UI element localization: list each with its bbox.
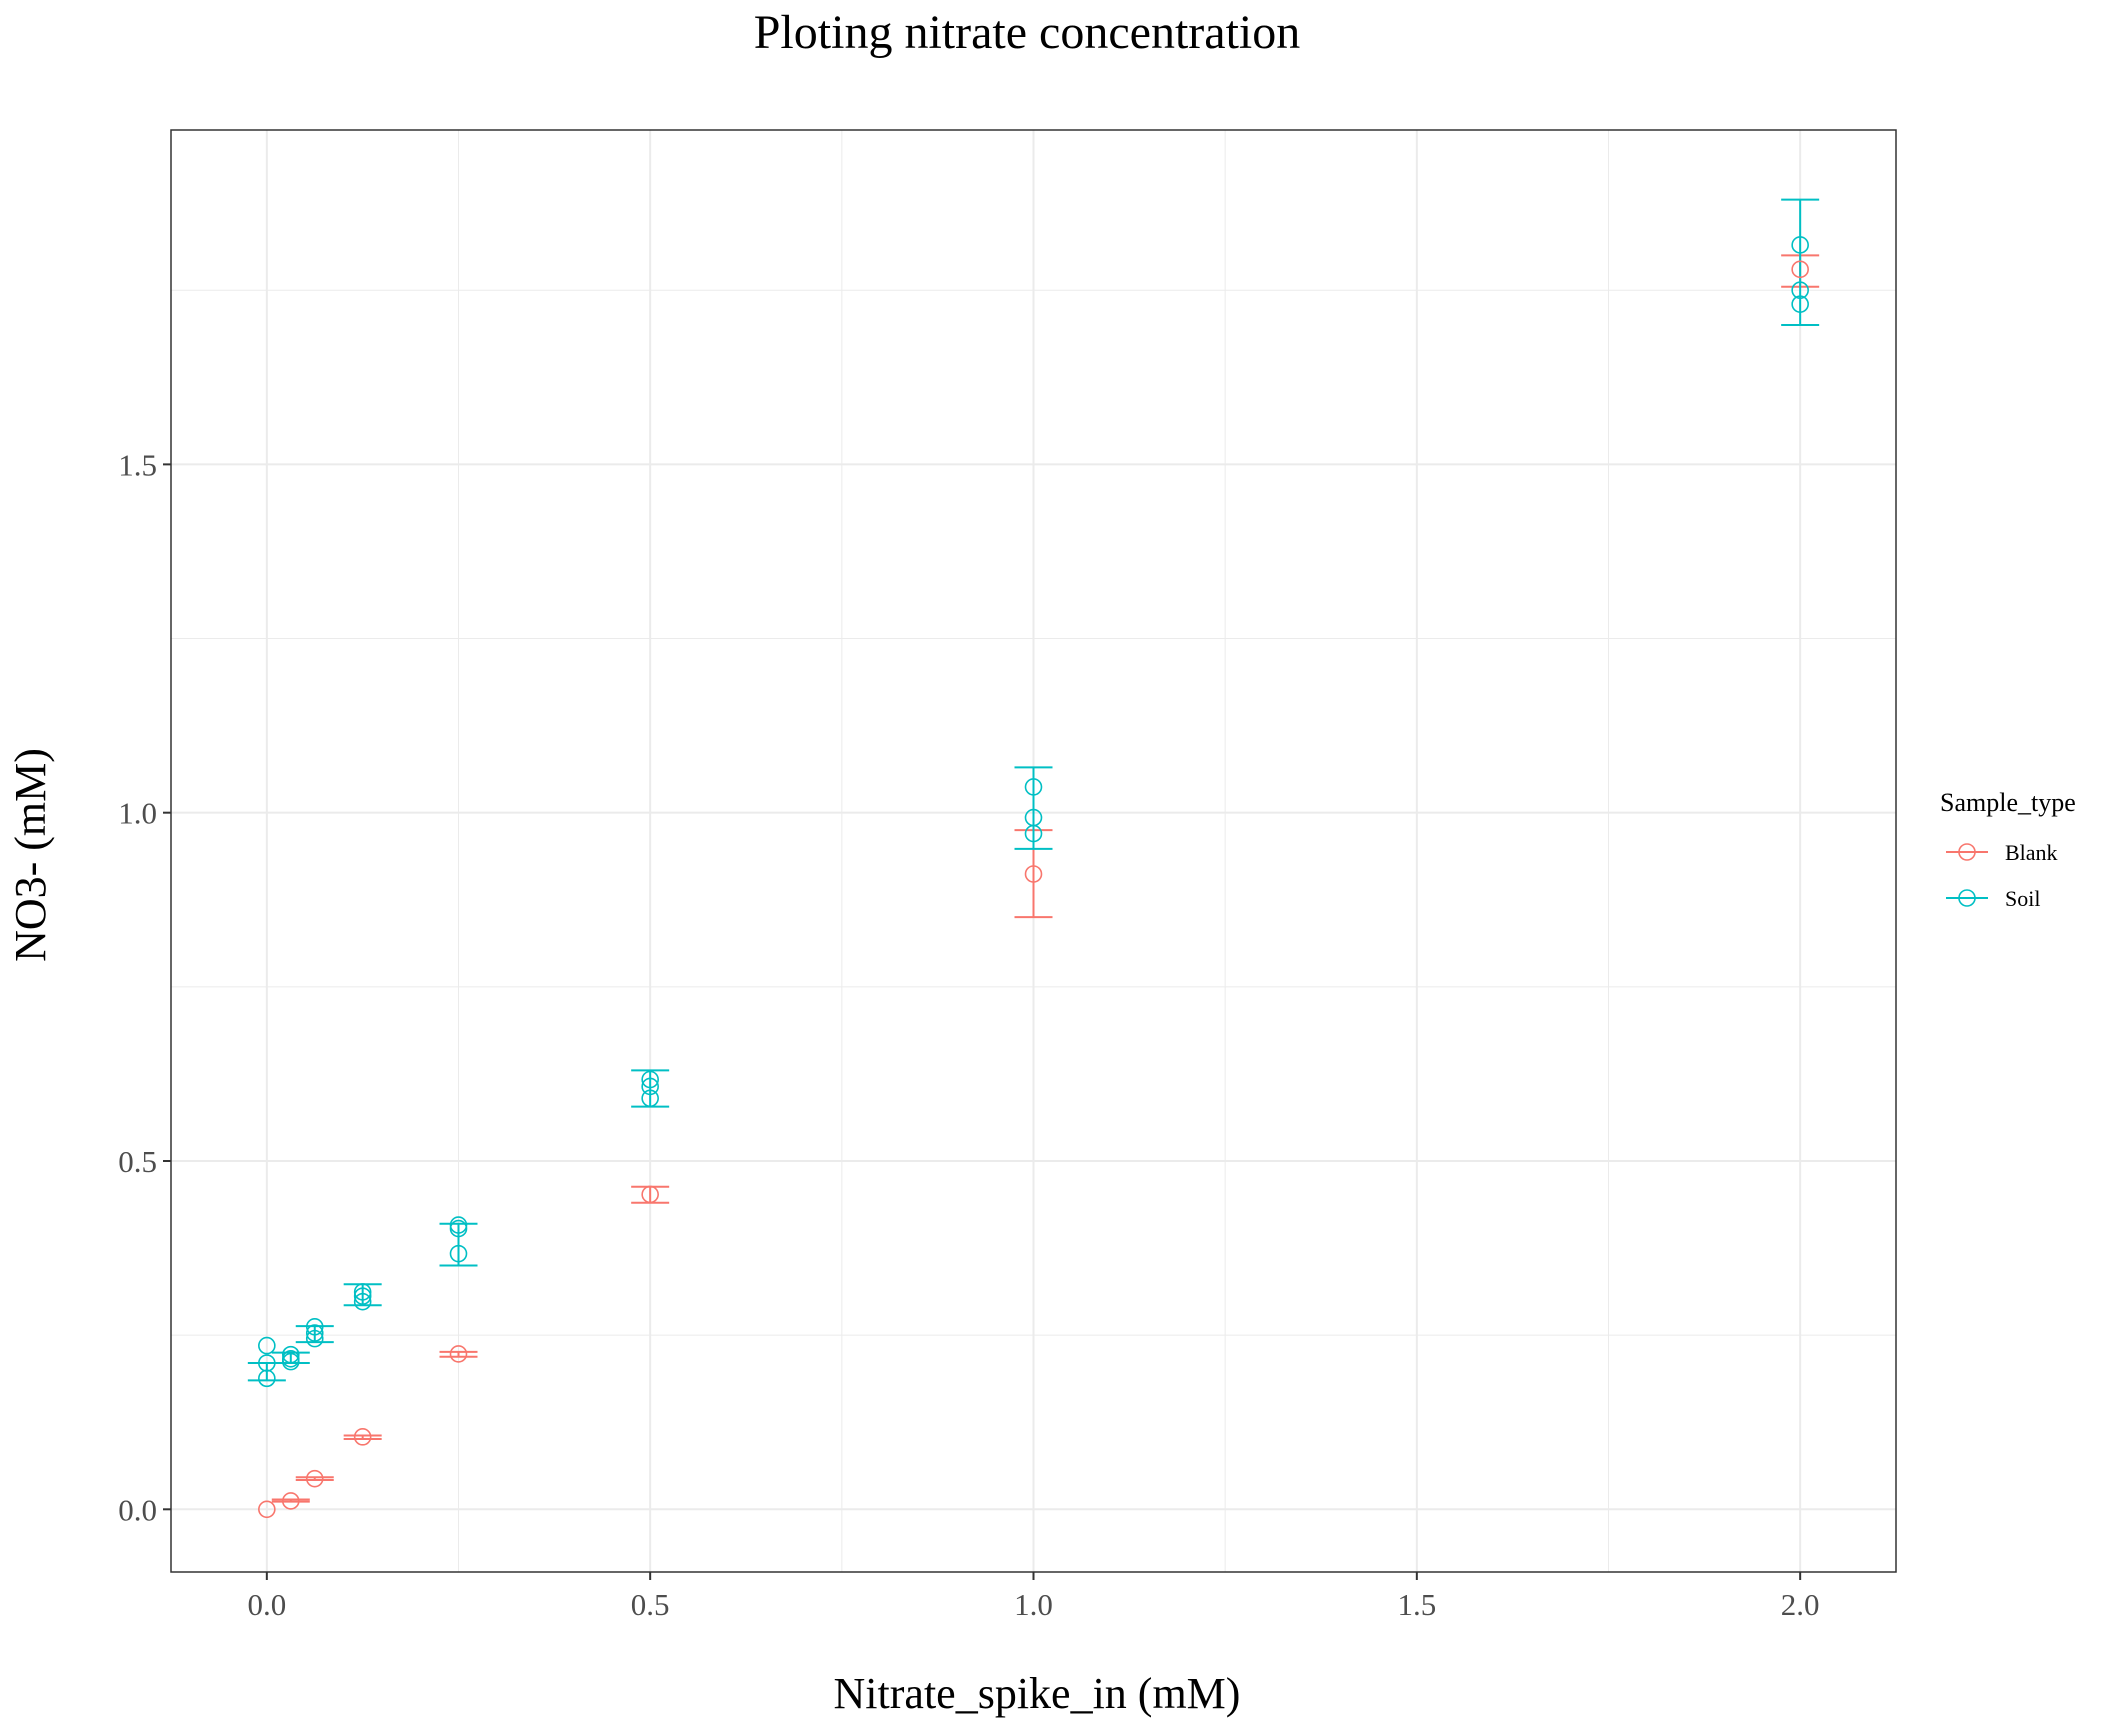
x-tick-label: 2.0 [1781,1587,1820,1622]
y-axis: 0.0 0.5 1.0 1.5 [118,447,171,1527]
plot-area [170,129,1897,1573]
point-soil [353,1292,372,1311]
point-soil [1791,281,1809,300]
point-blank [281,1492,300,1510]
point-blank [1024,865,1043,883]
point-soil [1024,778,1043,796]
point-soil [281,1352,300,1371]
legend-key-point [1958,843,1976,861]
x-tick-label: 1.0 [1014,1587,1053,1622]
x-axis: 0.0 0.5 1.0 1.5 2.0 [247,1572,1820,1622]
errorbar-soil [631,1069,670,1108]
errorbar-blank [271,1498,310,1503]
errorbar-blank [343,1434,382,1440]
legend-label: Blank [2005,840,2058,865]
legend: Sample_type Blank Soil [1940,788,2076,911]
point-soil [1024,824,1043,843]
y-tick-label: 0.0 [118,1492,157,1527]
legend-item-soil: Soil [1946,886,2040,911]
point-soil [1791,236,1809,254]
point-soil [449,1219,468,1238]
x-tick-label: 0.0 [247,1587,286,1622]
point-soil [353,1283,372,1301]
chart-title: Ploting nitrate concentration [754,6,1301,59]
data-points [258,236,1809,1519]
y-tick-label: 1.0 [118,796,157,831]
legend-items: Blank Soil [1946,840,2058,911]
errorbar-soil [1781,198,1820,327]
point-soil [641,1070,659,1089]
point-soil [641,1089,659,1108]
point-soil [353,1287,372,1305]
y-tick-label: 1.5 [118,447,157,482]
errorbar-blank [631,1185,670,1204]
legend-key-point [1958,889,1976,907]
x-axis-title: Nitrate_spike_in (mM) [834,1669,1241,1718]
point-soil [305,1317,324,1336]
errorbar-soil [439,1222,478,1267]
errorbar-blank [439,1350,478,1358]
point-soil [258,1336,276,1355]
point-blank [1791,260,1809,279]
point-blank [353,1428,372,1446]
point-soil [281,1345,300,1364]
legend-item-blank: Blank [1946,840,2058,865]
errorbar-soil [1014,766,1053,850]
point-blank [641,1185,659,1204]
x-tick-label: 0.5 [631,1587,670,1622]
major-gridlines [171,130,1896,1572]
y-axis-title: NO3- (mM) [6,748,55,962]
x-tick-label: 1.5 [1397,1587,1436,1622]
point-soil [641,1077,659,1096]
legend-title: Sample_type [1940,788,2076,817]
errorbar-blank [295,1476,334,1482]
point-blank [449,1345,468,1363]
point-soil [305,1329,324,1348]
point-blank [305,1469,324,1488]
point-soil [305,1324,324,1342]
point-soil [258,1369,276,1388]
y-tick-label: 0.5 [118,1144,157,1179]
point-soil [1791,295,1809,313]
legend-label: Soil [2005,886,2040,911]
point-soil [449,1244,468,1263]
point-blank [258,1500,276,1519]
